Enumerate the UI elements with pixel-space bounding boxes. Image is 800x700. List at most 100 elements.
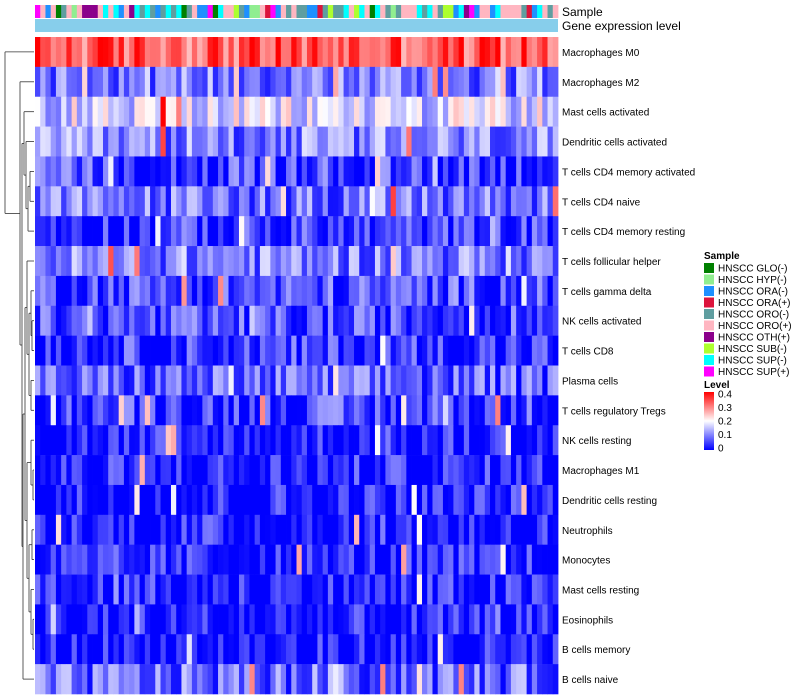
- heatmap-cell: [82, 544, 88, 575]
- heatmap-cell: [144, 305, 151, 336]
- heatmap-cell: [45, 455, 52, 486]
- heatmap-cell: [118, 455, 125, 486]
- heatmap-cell: [406, 395, 412, 426]
- heatmap-cell: [374, 216, 381, 247]
- heatmap-cell: [61, 544, 67, 575]
- heatmap-cell: [134, 156, 140, 187]
- heatmap-cell: [432, 156, 439, 187]
- heatmap-cell: [155, 425, 161, 456]
- heatmap-cell: [338, 514, 344, 545]
- heatmap-cell: [155, 574, 161, 605]
- heatmap-cell: [207, 216, 214, 247]
- heatmap-cell: [432, 395, 439, 426]
- heatmap-cell: [474, 484, 480, 516]
- heatmap-cell: [427, 246, 433, 277]
- heatmap-cell: [55, 246, 62, 277]
- heatmap-cell: [92, 246, 99, 277]
- heatmap-cell: [374, 574, 381, 605]
- sample-annotation-cell: [463, 5, 470, 18]
- heatmap-cell: [380, 514, 386, 545]
- heatmap-cell: [233, 634, 240, 665]
- heatmap-cell: [442, 96, 449, 127]
- heatmap-cell: [254, 37, 261, 68]
- heatmap-cell: [500, 514, 507, 545]
- heatmap-cell: [129, 484, 135, 516]
- heatmap-cell: [118, 37, 125, 68]
- heatmap-cell: [45, 634, 52, 665]
- heatmap-cell: [129, 664, 135, 695]
- heatmap-cell: [453, 484, 460, 516]
- heatmap-cell: [76, 186, 83, 217]
- level-tick-label: 0.4: [718, 390, 732, 401]
- heatmap-cell: [197, 425, 203, 456]
- heatmap-cell: [275, 365, 282, 396]
- heatmap-cell: [516, 126, 522, 157]
- heatmap-cell: [317, 544, 324, 575]
- heatmap-cell: [453, 425, 460, 456]
- heatmap-cell: [505, 335, 512, 366]
- heatmap-cell: [228, 96, 235, 127]
- heatmap-cell: [92, 395, 99, 426]
- heatmap-cell: [364, 66, 371, 98]
- heatmap-cell: [322, 275, 329, 307]
- heatmap-cell: [354, 186, 360, 217]
- heatmap-cell: [71, 365, 78, 396]
- heatmap-cell: [531, 484, 538, 516]
- sample-annotation-cell: [338, 5, 344, 18]
- heatmap-cell: [118, 395, 125, 426]
- heatmap-cell: [165, 455, 172, 486]
- heatmap-cell: [510, 484, 517, 516]
- heatmap-cell: [218, 604, 224, 635]
- heatmap-cell: [202, 216, 208, 247]
- heatmap-cell: [97, 365, 104, 396]
- heatmap-cell: [537, 634, 543, 665]
- heatmap-cell: [312, 186, 318, 217]
- heatmap-cell: [442, 425, 449, 456]
- heatmap-cell: [463, 514, 470, 545]
- heatmap-cell: [123, 305, 130, 336]
- heatmap-cell: [186, 604, 193, 635]
- heatmap-cell: [155, 96, 161, 127]
- heatmap-cell: [207, 544, 214, 575]
- heatmap-cell: [82, 634, 88, 665]
- heatmap-cell: [343, 96, 350, 127]
- heatmap-cell: [228, 634, 235, 665]
- heatmap-cell: [291, 634, 297, 665]
- heatmap-cell: [170, 126, 177, 157]
- heatmap-cell: [207, 156, 214, 187]
- heatmap-cell: [374, 634, 381, 665]
- heatmap-cell: [510, 37, 517, 68]
- heatmap-cell: [490, 275, 496, 307]
- sample-annotation-cell: [500, 5, 507, 18]
- heatmap-cell: [202, 484, 208, 516]
- heatmap-cell: [416, 664, 423, 695]
- heatmap-cell: [160, 425, 167, 456]
- heatmap-cell: [416, 186, 423, 217]
- heatmap-cell: [197, 37, 203, 68]
- heatmap-cell: [40, 216, 46, 247]
- heatmap-cell: [453, 574, 460, 605]
- heatmap-cell: [139, 186, 146, 217]
- heatmap-cell: [76, 96, 83, 127]
- sample-annotation-cell: [427, 5, 433, 18]
- heatmap-cell: [197, 395, 203, 426]
- heatmap-cell: [369, 335, 376, 366]
- heatmap-cell: [348, 96, 355, 127]
- heatmap-cell: [458, 335, 465, 366]
- heatmap-cell: [286, 455, 292, 486]
- heatmap-cell: [191, 425, 198, 456]
- sample-annotation-cell: [66, 5, 73, 18]
- heatmap-cell: [233, 455, 240, 486]
- heatmap-cell: [249, 544, 256, 575]
- heatmap-cell: [322, 574, 329, 605]
- heatmap-cell: [495, 574, 501, 605]
- heatmap-cell: [516, 604, 522, 635]
- heatmap-cell: [385, 544, 392, 575]
- sample-annotation-cell: [547, 5, 554, 18]
- sample-annotation-cell: [155, 5, 161, 18]
- heatmap-cell: [238, 634, 245, 665]
- heatmap-cell: [291, 37, 297, 68]
- heatmap-cell: [233, 275, 240, 307]
- heatmap-cell: [113, 37, 120, 68]
- heatmap-cell: [249, 186, 256, 217]
